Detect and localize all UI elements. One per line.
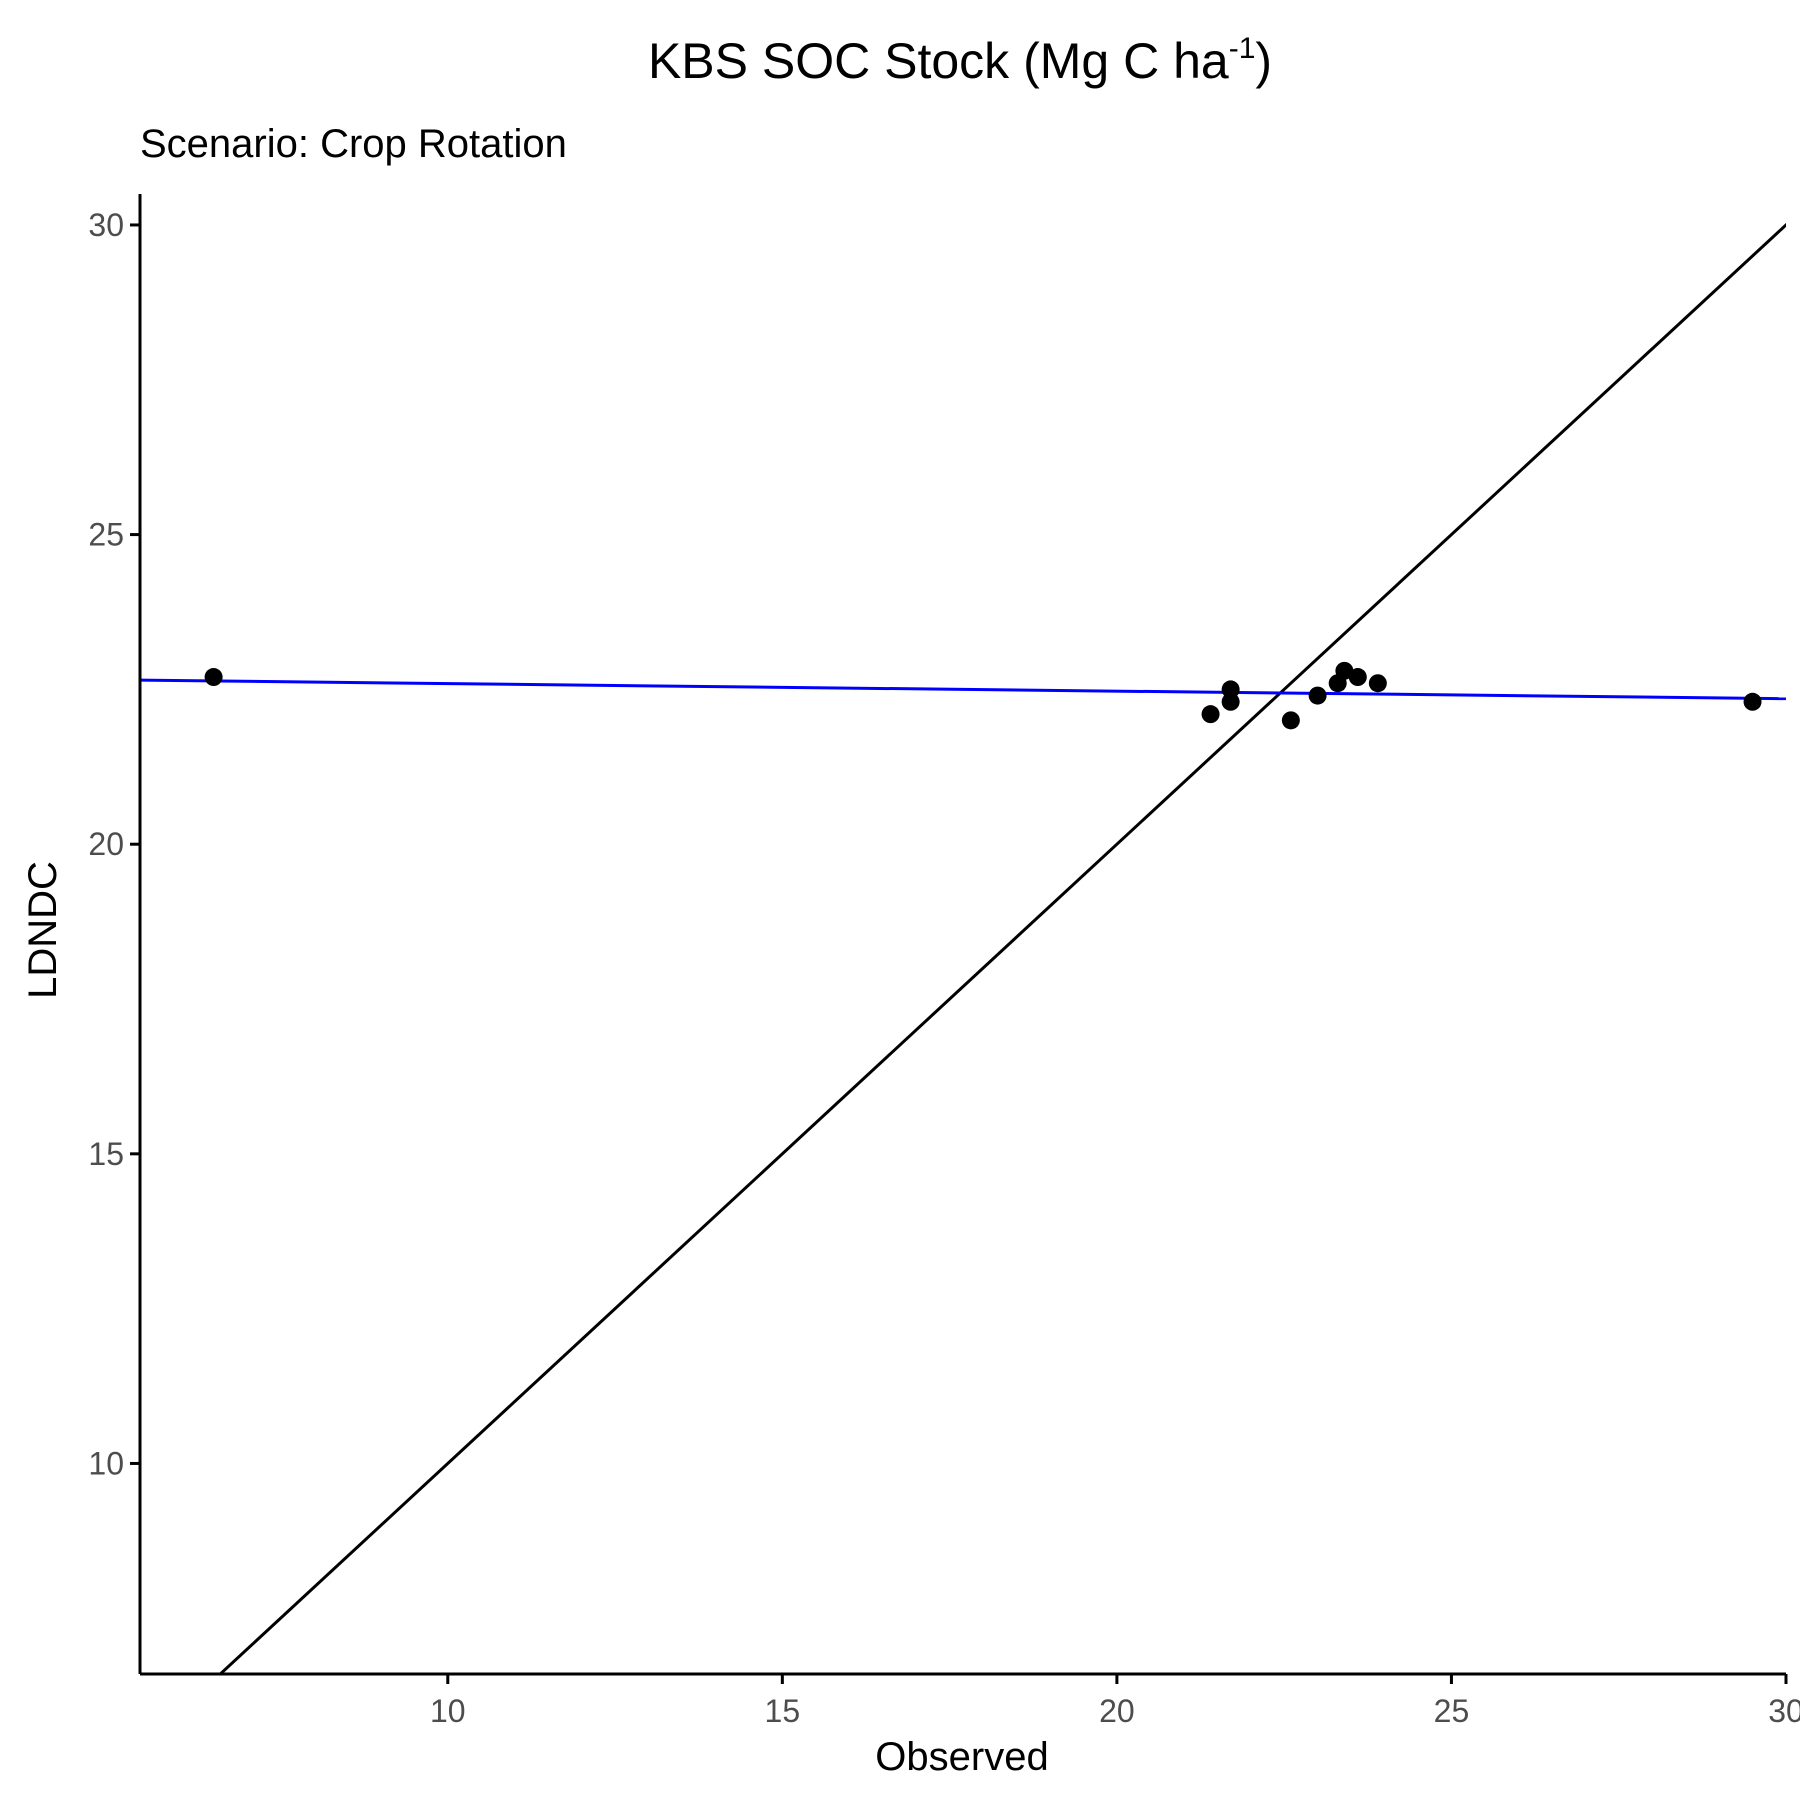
data-point [1743,692,1762,711]
identity-line [218,222,1786,1674]
y-axis-ticks: 10 15 20 25 30 [88,207,140,1481]
data-point [204,668,223,687]
data-point [1348,668,1367,687]
chart-subtitle: Scenario: Crop Rotation [140,122,567,166]
y-tick-label: 30 [88,207,124,243]
data-point [1201,705,1220,724]
plot-panel [140,222,1786,1674]
chart-title-superscript: -1 [1229,32,1256,65]
data-point [1368,674,1387,693]
x-axis-label: Observed [875,1735,1048,1779]
x-axis-ticks: 10 15 20 25 30 [430,1674,1800,1729]
reference-lines [140,222,1786,1674]
axes: 10 15 20 25 30 10 15 20 25 30 [88,194,1800,1729]
chart-title-main: KBS SOC Stock (Mg C ha [648,33,1229,89]
y-tick-label: 25 [88,517,124,553]
regression-line [140,678,1786,701]
x-tick-label: 25 [1434,1693,1470,1729]
y-tick-label: 15 [88,1136,124,1172]
data-point [1281,711,1300,730]
chart-title-suffix: ) [1255,33,1272,89]
x-tick-label: 20 [1099,1693,1135,1729]
x-tick-label: 30 [1768,1693,1800,1729]
data-point [1308,686,1327,705]
data-point [1221,692,1240,711]
data-points [204,661,1762,730]
data-point [1335,661,1354,680]
x-tick-label: 15 [765,1693,801,1729]
data-point [1221,680,1240,699]
y-tick-label: 20 [88,826,124,862]
chart-title: KBS SOC Stock (Mg C ha-1) [648,32,1272,89]
y-tick-label: 10 [88,1445,124,1481]
x-tick-label: 10 [430,1693,466,1729]
y-axis-label: LDNDC [21,861,65,999]
